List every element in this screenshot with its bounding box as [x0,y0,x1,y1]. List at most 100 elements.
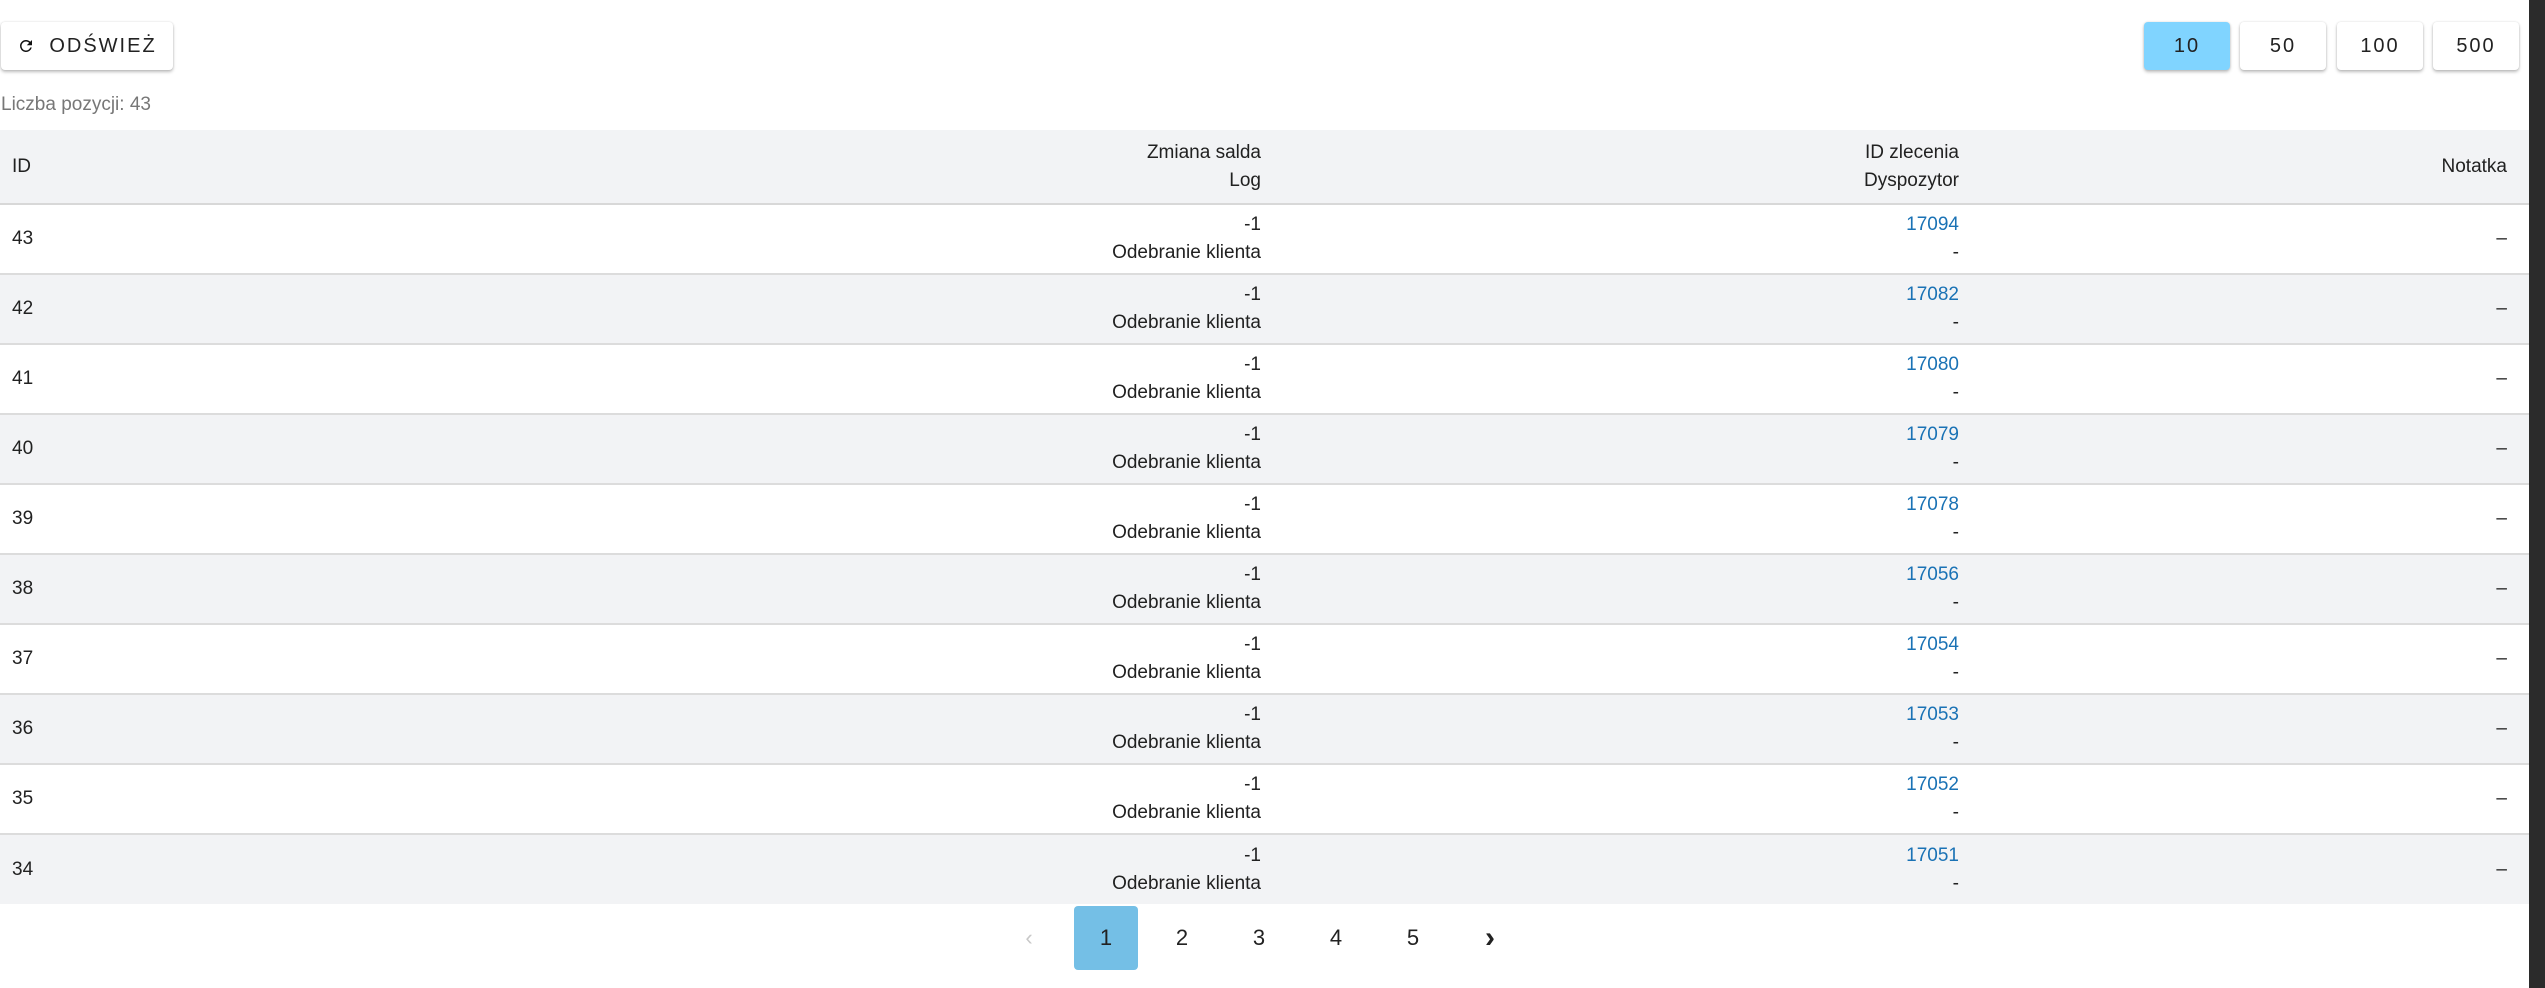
cell-balance: -1 [1244,354,1261,375]
next-page-button[interactable]: › [1485,921,1495,954]
cell-dispatcher: - [1952,522,1959,543]
cell-order-dispatcher: 17094 - [1273,204,1971,274]
order-id-link[interactable]: 17094 [1906,214,1959,235]
cell-id: 36 [12,718,34,739]
cell-id: 39 [12,508,34,529]
refresh-label: ODŚWIEŻ [49,34,157,57]
table-row: 35 -1 Odebranie klienta 17052 - – [0,764,2529,834]
cell-balance-log: -1 Odebranie klienta [700,204,1273,274]
order-id-link[interactable]: 17053 [1906,704,1959,725]
header-id[interactable]: ID [12,155,31,177]
order-id-link[interactable]: 17080 [1906,354,1959,375]
header-order-dispatcher: ID zlecenia Dyspozytor [1273,130,1971,204]
cell-dispatcher: - [1952,732,1959,753]
refresh-button[interactable]: ODŚWIEŻ [1,22,173,70]
page-size-100-button[interactable]: 100 [2337,22,2423,70]
page-size-50-button[interactable]: 50 [2240,22,2326,70]
cell-note: – [2496,858,2507,880]
cell-id: 35 [12,788,34,809]
cell-balance: -1 [1244,564,1261,585]
cell-order-dispatcher: 17080 - [1273,344,1971,414]
cell-balance-log: -1 Odebranie klienta [700,694,1273,764]
cell-balance-log: -1 Odebranie klienta [700,764,1273,834]
cell-id: 43 [12,228,34,249]
prev-page-button[interactable]: ‹ [1025,925,1033,950]
cell-balance-log: -1 Odebranie klienta [700,274,1273,344]
cell-note: – [2496,788,2507,809]
header-order-id[interactable]: ID zlecenia [1865,141,1959,163]
cell-balance: -1 [1244,284,1261,305]
cell-note: – [2496,298,2507,319]
table-row: 36 -1 Odebranie klienta 17053 - – [0,694,2529,764]
header-note[interactable]: Notatka [2441,155,2507,177]
page-size-10-button[interactable]: 10 [2144,22,2230,70]
page-1-button[interactable]: 1 [1074,906,1138,970]
table-row: 34 -1 Odebranie klienta 17051 - – [0,834,2529,904]
page-4-button[interactable]: 4 [1329,925,1343,950]
cell-log: Odebranie klienta [1112,242,1261,263]
cell-note: – [2496,718,2507,739]
cell-id: 38 [12,578,34,599]
cell-dispatcher: - [1952,452,1959,473]
cell-balance: -1 [1244,214,1261,235]
cell-id: 41 [12,368,34,389]
cell-log: Odebranie klienta [1112,802,1261,823]
cell-balance-log: -1 Odebranie klienta [700,624,1273,694]
page-2-button[interactable]: 2 [1175,925,1189,950]
cell-id: 34 [12,858,34,880]
page-3-button[interactable]: 3 [1252,925,1266,950]
page-5-button[interactable]: 5 [1406,925,1420,950]
balance-log-table: ID Zmiana salda Log ID zlecenia Dyspozyt… [0,130,2529,904]
header-balance-log: Zmiana salda Log [700,130,1273,204]
header-dispatcher[interactable]: Dyspozytor [1863,169,1959,191]
cell-log: Odebranie klienta [1112,522,1261,543]
table-row: 38 -1 Odebranie klienta 17056 - – [0,554,2529,624]
table-row: 39 -1 Odebranie klienta 17078 - – [0,484,2529,554]
cell-dispatcher: - [1952,802,1959,823]
cell-note: – [2496,368,2507,389]
order-id-link[interactable]: 17079 [1906,424,1959,445]
cell-log: Odebranie klienta [1112,732,1261,753]
cell-balance: -1 [1244,494,1261,515]
cell-dispatcher: - [1952,592,1959,613]
table-row: 37 -1 Odebranie klienta 17054 - – [0,624,2529,694]
cell-dispatcher: - [1952,662,1959,683]
order-id-link[interactable]: 17051 [1906,844,1959,866]
cell-log: Odebranie klienta [1112,872,1261,894]
cell-balance: -1 [1244,424,1261,445]
table-row: 42 -1 Odebranie klienta 17082 - – [0,274,2529,344]
cell-dispatcher: - [1952,382,1959,403]
cell-dispatcher: - [1952,312,1959,333]
cell-balance-log: -1 Odebranie klienta [700,414,1273,484]
order-id-link[interactable]: 17056 [1906,564,1959,585]
cell-balance-log: -1 Odebranie klienta [700,344,1273,414]
cell-balance-log: -1 Odebranie klienta [700,484,1273,554]
cell-balance: -1 [1244,704,1261,725]
table-header-row: ID Zmiana salda Log ID zlecenia Dyspozyt… [0,130,2529,204]
scrollbar[interactable] [2529,0,2545,988]
cell-note: – [2496,648,2507,669]
cell-dispatcher: - [1952,872,1959,894]
header-balance[interactable]: Zmiana salda [1146,141,1261,163]
item-count: Liczba pozycji: 43 [1,94,151,115]
order-id-link[interactable]: 17078 [1906,494,1959,515]
cell-balance-log: -1 Odebranie klienta [700,554,1273,624]
table-row: 41 -1 Odebranie klienta 17080 - – [0,344,2529,414]
cell-note: – [2496,228,2507,249]
cell-id: 40 [12,438,34,459]
order-id-link[interactable]: 17052 [1906,774,1959,795]
cell-order-dispatcher: 17053 - [1273,694,1971,764]
cell-log: Odebranie klienta [1112,452,1261,473]
cell-order-dispatcher: 17054 - [1273,624,1971,694]
order-id-link[interactable]: 17082 [1906,284,1959,305]
header-log[interactable]: Log [1229,169,1261,191]
cell-id: 37 [12,648,34,669]
cell-order-dispatcher: 17056 - [1273,554,1971,624]
cell-id: 42 [12,298,34,319]
cell-balance: -1 [1244,634,1261,655]
cell-note: – [2496,508,2507,529]
page-size-500-button[interactable]: 500 [2433,22,2519,70]
cell-balance: -1 [1244,844,1261,866]
cell-balance: -1 [1244,774,1261,795]
order-id-link[interactable]: 17054 [1906,634,1959,655]
